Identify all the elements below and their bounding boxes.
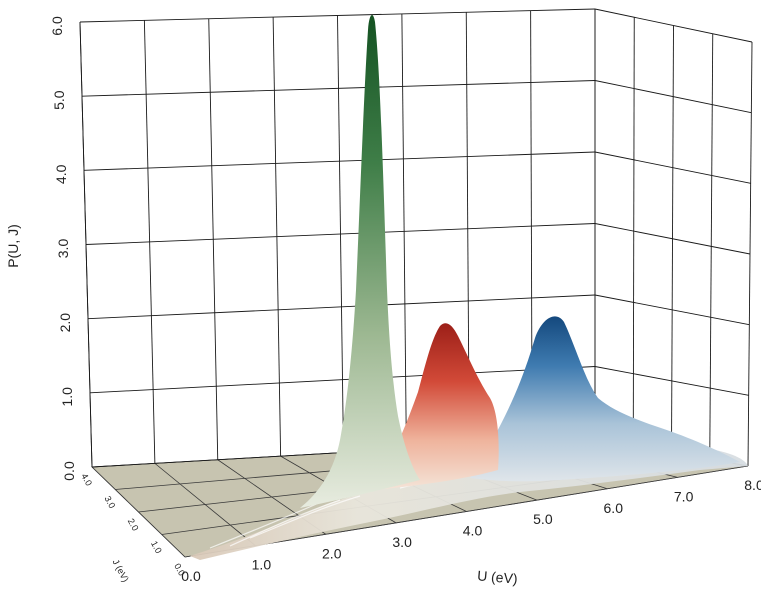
wall-grid-line-z <box>594 151 751 184</box>
j-tick-label: 4.0 <box>79 472 94 488</box>
u-tick-label: 4.0 <box>463 523 483 539</box>
wall-grid-line-z <box>594 366 749 396</box>
wall-grid-line-z <box>594 8 753 43</box>
z-tick-label: 4.0 <box>53 164 69 184</box>
wall-edge-left <box>79 21 93 468</box>
u-tick-label: 7.0 <box>674 488 694 504</box>
wall-grid-line-z <box>594 294 750 326</box>
u-tick-label: 8.0 <box>744 477 761 493</box>
u-axis-ticks: 0.0 1.0 2.0 3.0 4.0 5.0 6.0 7.0 8.0 <box>181 477 761 584</box>
u-tick-label: 2.0 <box>322 545 342 561</box>
u-axis-label: U (eV) <box>477 567 519 586</box>
wall-grid-line-z <box>79 8 596 23</box>
z-tick-label: 0.0 <box>61 461 77 481</box>
wall-grid-line-z <box>85 223 596 245</box>
u-tick-label: 3.0 <box>392 534 412 550</box>
peak-green <box>300 15 420 508</box>
wall-grid-line-z <box>594 223 751 255</box>
j-tick-label: 2.0 <box>126 517 141 533</box>
j-axis-label: J (eV) <box>111 558 131 584</box>
floor-grid-line-j <box>184 465 749 558</box>
wall-grid-line-z <box>89 366 596 394</box>
u-tick-label: 1.0 <box>252 557 272 573</box>
peak-blue <box>470 316 740 482</box>
z-tick-label: 3.0 <box>55 239 71 259</box>
j-tick-label: 3.0 <box>103 494 118 510</box>
floor-grid-line-u <box>91 466 186 558</box>
z-axis-label: P(U, J) <box>5 224 21 268</box>
wall-grid-line-z <box>87 294 596 320</box>
u-tick-label: 0.0 <box>181 568 201 584</box>
wall-grid-line-z <box>81 80 596 97</box>
back-wall-left <box>80 9 595 467</box>
z-axis-ticks: 0.0 1.0 2.0 3.0 4.0 5.0 6.0 <box>49 16 77 481</box>
u-tick-label: 6.0 <box>604 500 624 516</box>
z-tick-label: 5.0 <box>51 90 67 110</box>
z-tick-label: 6.0 <box>49 16 65 36</box>
z-tick-label: 1.0 <box>59 387 75 407</box>
wall-grid-line-z <box>83 151 596 171</box>
j-tick-label: 1.0 <box>149 539 164 555</box>
wall-grid <box>79 8 753 468</box>
u-tick-label: 5.0 <box>533 511 553 527</box>
wall-grid-line-z <box>594 80 752 114</box>
z-tick-label: 2.0 <box>57 313 73 333</box>
surface-ridge-lines <box>209 449 661 549</box>
